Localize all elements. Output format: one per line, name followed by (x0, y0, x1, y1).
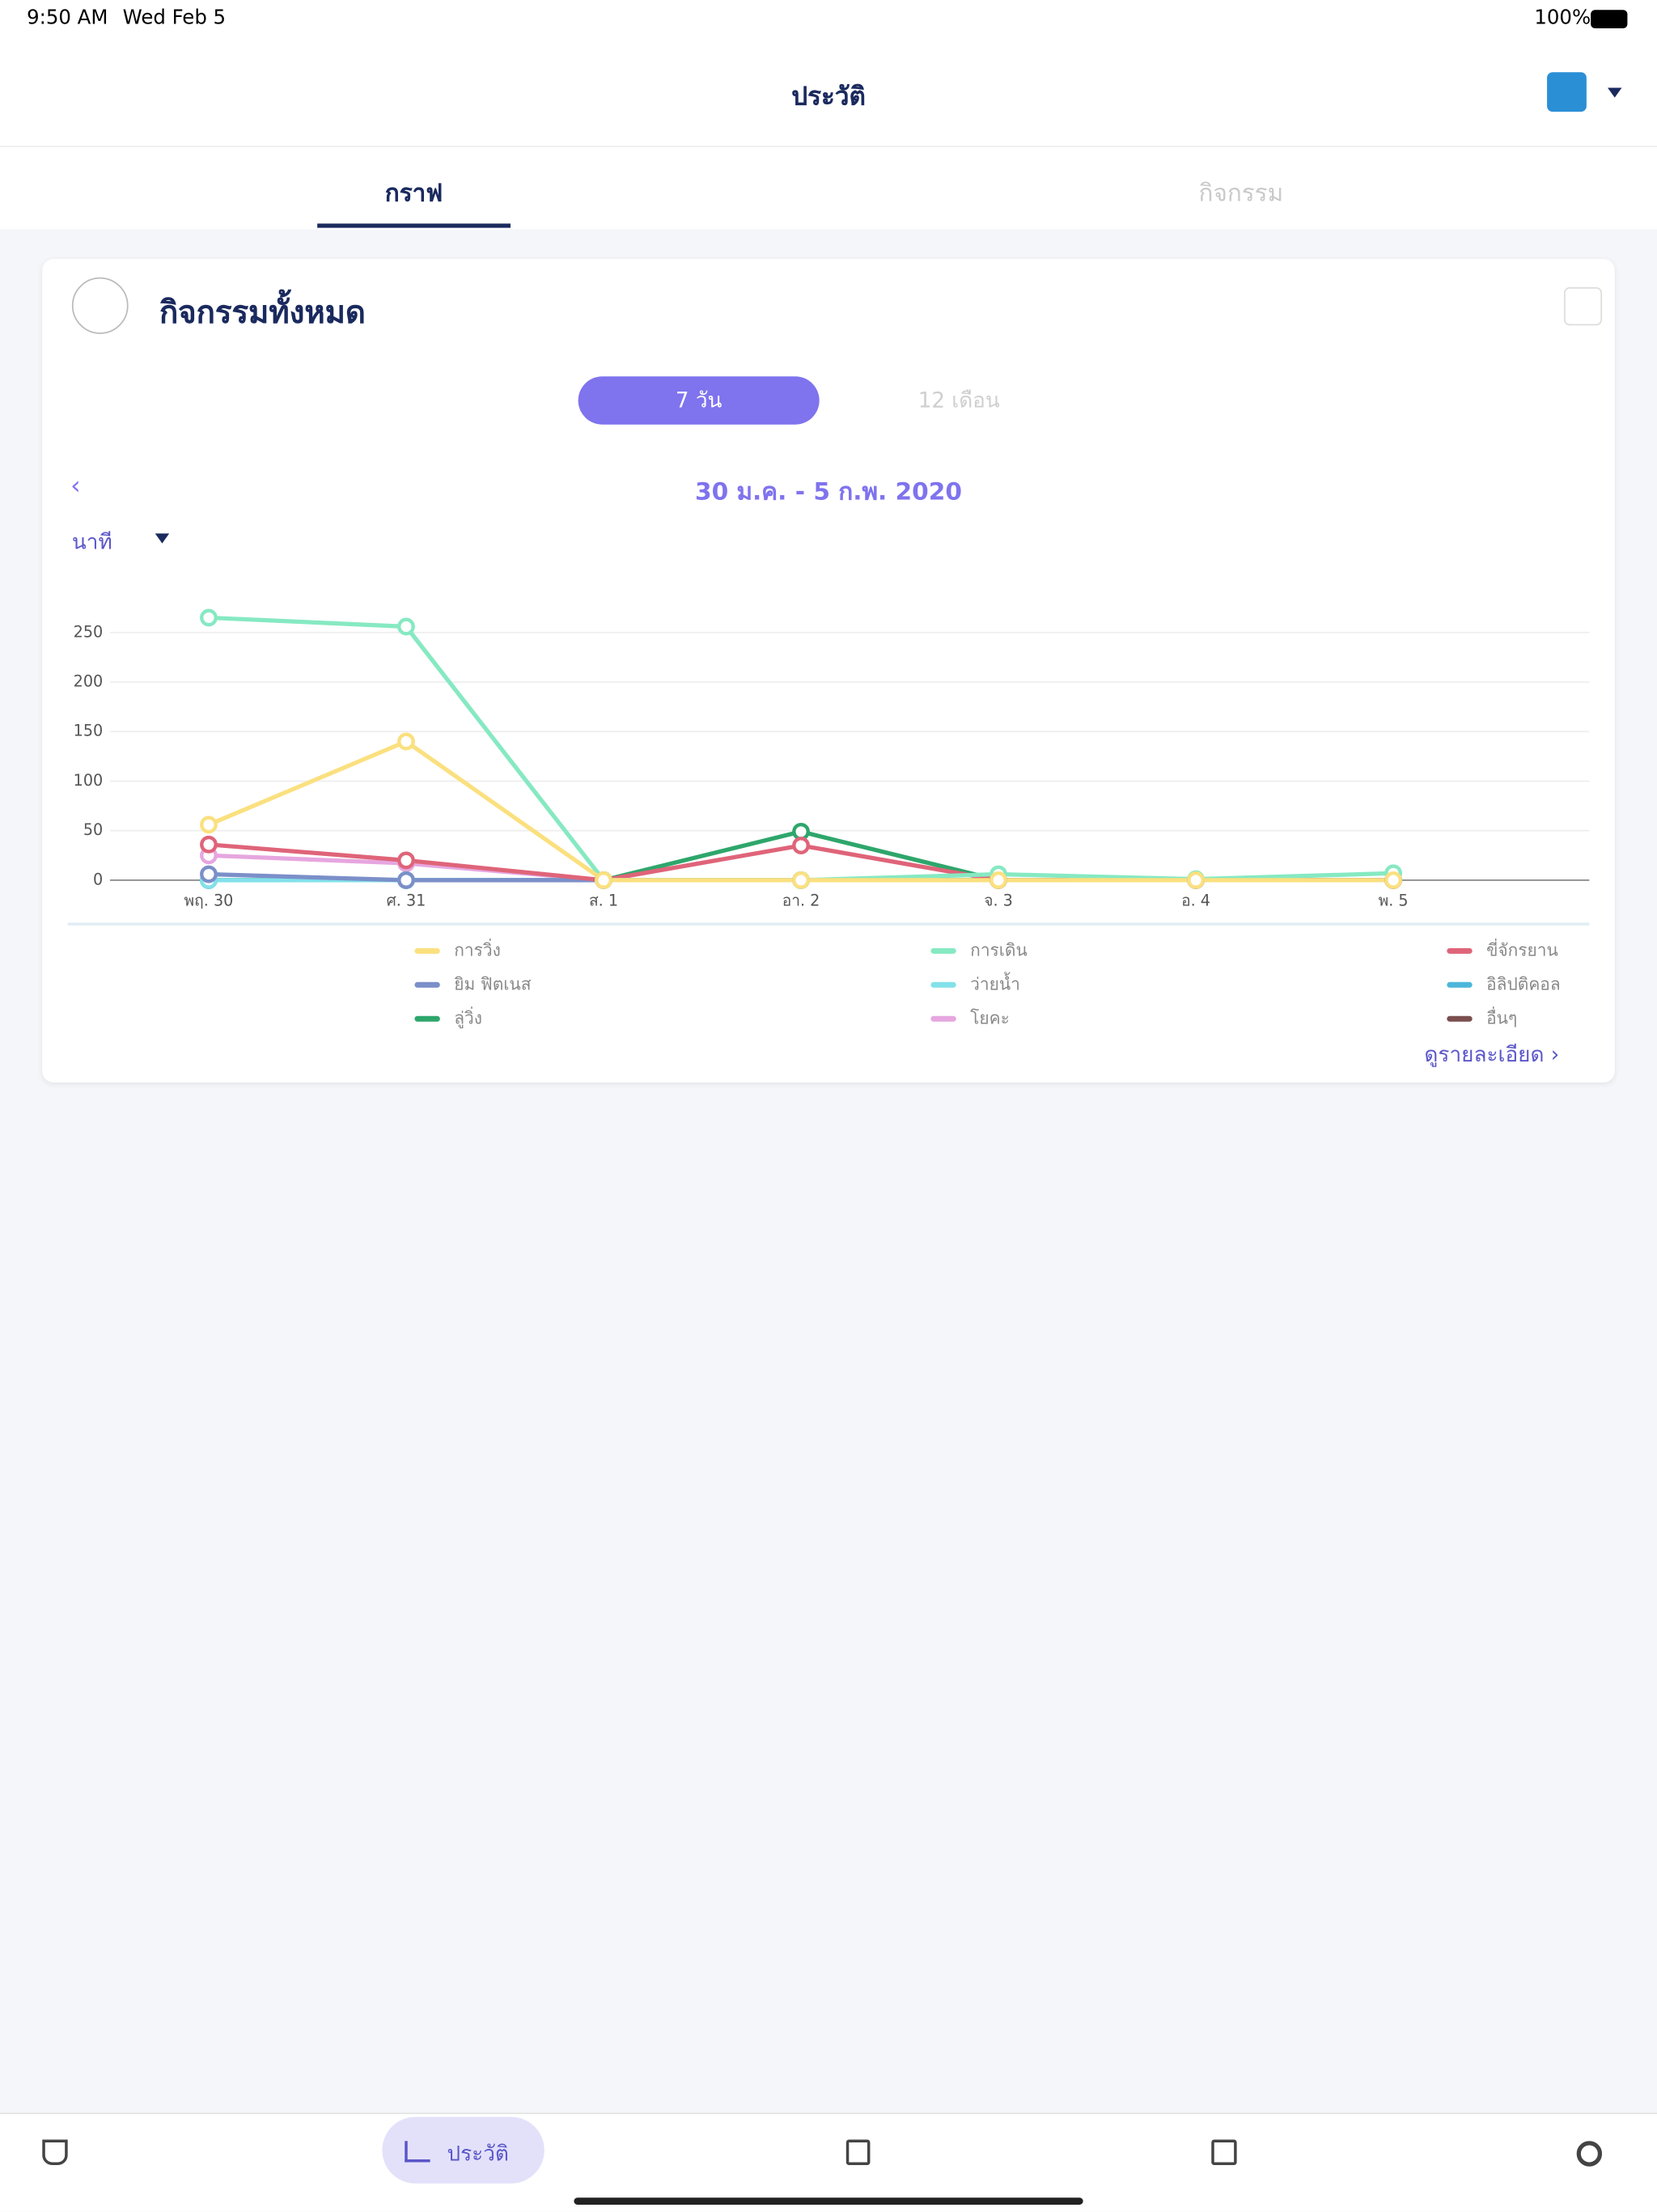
data-point (200, 816, 218, 834)
data-point (792, 822, 810, 841)
status-battery: 100% (1534, 6, 1591, 30)
data-point (595, 871, 612, 889)
data-point (792, 837, 810, 854)
y-tick-label: 50 (83, 820, 103, 839)
nav-label[interactable]: ประวัติ (447, 2141, 509, 2167)
legend-label: อื่นๆ (1486, 1006, 1517, 1028)
legend-label: อิลิปติคอล (1486, 974, 1561, 994)
legend-label: ขี่จักรยาน (1486, 938, 1558, 960)
data-point (200, 835, 218, 854)
avatar-dropdown[interactable] (1608, 87, 1622, 98)
card-title: กิจกรรมทั้งหมด (159, 295, 366, 332)
home-indicator (574, 2197, 1083, 2205)
legend-label: ยิม ฟิตเนส (454, 974, 531, 994)
x-tick-label: พฤ. 30 (184, 892, 234, 910)
chart: 0 50 100 150 200 250 พฤ. 30 ศ. 31 ส. 1 อา. 2 จ. 3 อ… (67, 608, 1590, 1028)
status-date: Wed Feb 5 (122, 6, 227, 30)
range-option[interactable]: 12 เดือน (917, 388, 1000, 413)
settings-icon[interactable] (1576, 2141, 1603, 2167)
x-tick-label: ส. 1 (589, 892, 618, 910)
x-tick-label: อ. 4 (1181, 892, 1210, 910)
details-link[interactable]: ดูรายละเอียด › (1424, 1041, 1560, 1067)
calendar-icon[interactable] (845, 2139, 871, 2165)
x-tick-label: พ. 5 (1379, 892, 1409, 910)
legend-label: ว่ายน้ำ (970, 972, 1020, 994)
card (42, 259, 1615, 1083)
header-title: ประวัติ (791, 82, 866, 112)
status-time: 9:50 AM (27, 6, 108, 30)
y-tick-label: 100 (74, 771, 104, 790)
legend-label: โยคะ (970, 1008, 1010, 1028)
legend-label: ลู่วิ่ง (454, 1006, 482, 1028)
data-point (200, 608, 218, 627)
top-area (0, 0, 1657, 230)
data-point (397, 617, 415, 636)
expand-button[interactable] (1563, 287, 1603, 326)
battery-icon (1591, 10, 1628, 28)
data-point (397, 851, 415, 870)
tab-indicator (317, 223, 511, 228)
divider (0, 146, 1657, 147)
y-tick-label: 200 (74, 672, 104, 690)
range-option[interactable]: 7 วัน (578, 376, 820, 425)
data-point (792, 871, 810, 889)
bottom-nav (0, 2112, 1657, 2212)
prev-button[interactable]: ‹ (70, 471, 81, 502)
chart-icon (405, 2141, 430, 2163)
data-point (1187, 871, 1205, 889)
data-point (397, 732, 415, 751)
y-tick-label: 250 (74, 622, 104, 641)
x-tick-label: อา. 2 (782, 892, 820, 910)
avatar[interactable] (1547, 72, 1587, 112)
y-tick-label: 0 (93, 870, 103, 888)
tab[interactable]: กราฟ (384, 180, 443, 209)
legend-label: การวิ่ง (454, 938, 501, 960)
data-point (200, 865, 218, 884)
x-tick-label: จ. 3 (984, 892, 1013, 910)
inbox-icon[interactable] (1211, 2139, 1237, 2165)
nav-active[interactable] (382, 2117, 545, 2184)
data-point (990, 871, 1007, 889)
tab[interactable]: กิจกรรม (1198, 180, 1284, 209)
details-link-text[interactable]: ดูรายละเอียด (1424, 1041, 1545, 1067)
unit-dropdown[interactable] (155, 533, 170, 544)
date-range: 30 ม.ค. - 5 ก.พ. 2020 (694, 478, 963, 507)
y-tick-label: 150 (74, 722, 104, 740)
unit-selector[interactable]: นาที (71, 529, 112, 555)
data-point (397, 871, 415, 889)
data-point (1384, 871, 1402, 889)
trophy-icon[interactable] (42, 2139, 68, 2165)
activity-icon (71, 277, 129, 334)
legend-label: การเดิน (970, 940, 1028, 960)
x-tick-label: ศ. 31 (387, 892, 426, 910)
